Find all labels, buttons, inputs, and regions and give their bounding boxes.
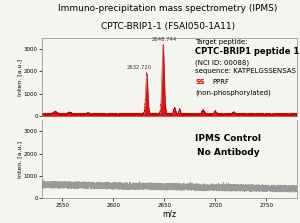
Text: No Antibody: No Antibody bbox=[197, 148, 260, 157]
Text: CPTC-BRIP1 peptide 1: CPTC-BRIP1 peptide 1 bbox=[195, 47, 299, 56]
Text: 2632.720: 2632.720 bbox=[127, 65, 152, 70]
Y-axis label: Inten. [a.u.]: Inten. [a.u.] bbox=[17, 141, 22, 178]
Text: CPTC-BRIP1-1 (FSAI050-1A11): CPTC-BRIP1-1 (FSAI050-1A11) bbox=[101, 22, 235, 31]
Text: Target peptide:: Target peptide: bbox=[195, 39, 247, 45]
Y-axis label: Inten. [a.u.]: Inten. [a.u.] bbox=[17, 59, 22, 96]
Text: sequence: KATPELGSSENSAS: sequence: KATPELGSSENSAS bbox=[195, 68, 296, 74]
Text: IPMS Control: IPMS Control bbox=[195, 134, 261, 143]
X-axis label: m/z: m/z bbox=[162, 209, 177, 218]
Text: (NCI ID: 00088): (NCI ID: 00088) bbox=[195, 59, 249, 66]
Text: Immuno-precipitation mass spectrometry (IPMS): Immuno-precipitation mass spectrometry (… bbox=[58, 4, 278, 13]
Text: 2648.744: 2648.744 bbox=[152, 37, 177, 42]
Text: PPRF: PPRF bbox=[212, 79, 229, 85]
Text: SS: SS bbox=[195, 79, 205, 85]
Text: (non-phosphorylated): (non-phosphorylated) bbox=[195, 90, 271, 96]
